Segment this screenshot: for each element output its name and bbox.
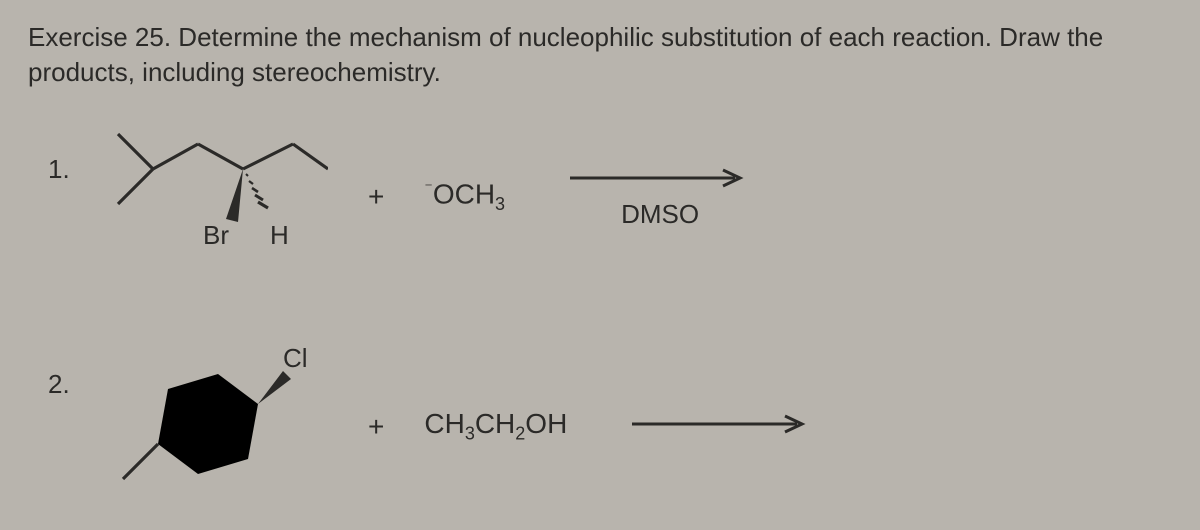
exercise-number: Exercise 25. (28, 22, 171, 52)
structure-1: Br H (98, 114, 328, 279)
problem-row-2: 2. Cl + CH3CH2OH (48, 329, 1172, 524)
solvent-1: DMSO (621, 199, 699, 230)
reagent-part-4: OH (525, 408, 567, 439)
problem-number-2: 2. (48, 369, 98, 400)
atom-label-h: H (270, 220, 289, 250)
structure-2: Cl (98, 329, 328, 524)
plus-sign-1: + (368, 181, 384, 213)
molecule-svg-2: Cl (98, 329, 328, 519)
exercise-page: Exercise 25. Determine the mechanism of … (0, 0, 1200, 530)
reagent-part-3: 2 (515, 424, 525, 444)
reagent-part-2: CH (475, 408, 515, 439)
reagent-formula: OCH (433, 179, 495, 210)
reaction-arrow-2 (627, 409, 817, 445)
arrow-svg-2 (627, 409, 817, 439)
reagent-part-1: 3 (465, 424, 475, 444)
reagent-part-0: CH (424, 408, 464, 439)
exercise-text: Determine the mechanism of nucleophilic … (28, 22, 1103, 87)
exercise-header: Exercise 25. Determine the mechanism of … (28, 20, 1172, 90)
reagent-2: CH3CH2OH (424, 408, 567, 445)
molecule-svg-1: Br H (98, 114, 328, 274)
problem-number-1: 1. (48, 154, 98, 185)
reaction-arrow-1: DMSO (565, 163, 755, 230)
arrow-svg-1 (565, 163, 755, 193)
reagent-1: ⁻OCH3 (424, 178, 505, 215)
reagent-charge: ⁻ (424, 180, 432, 197)
plus-sign-2: + (368, 411, 384, 443)
atom-label-br: Br (203, 220, 229, 250)
problem-row-1: 1. (48, 114, 1172, 279)
atom-label-cl: Cl (283, 343, 308, 373)
reagent-sub: 3 (495, 194, 505, 214)
